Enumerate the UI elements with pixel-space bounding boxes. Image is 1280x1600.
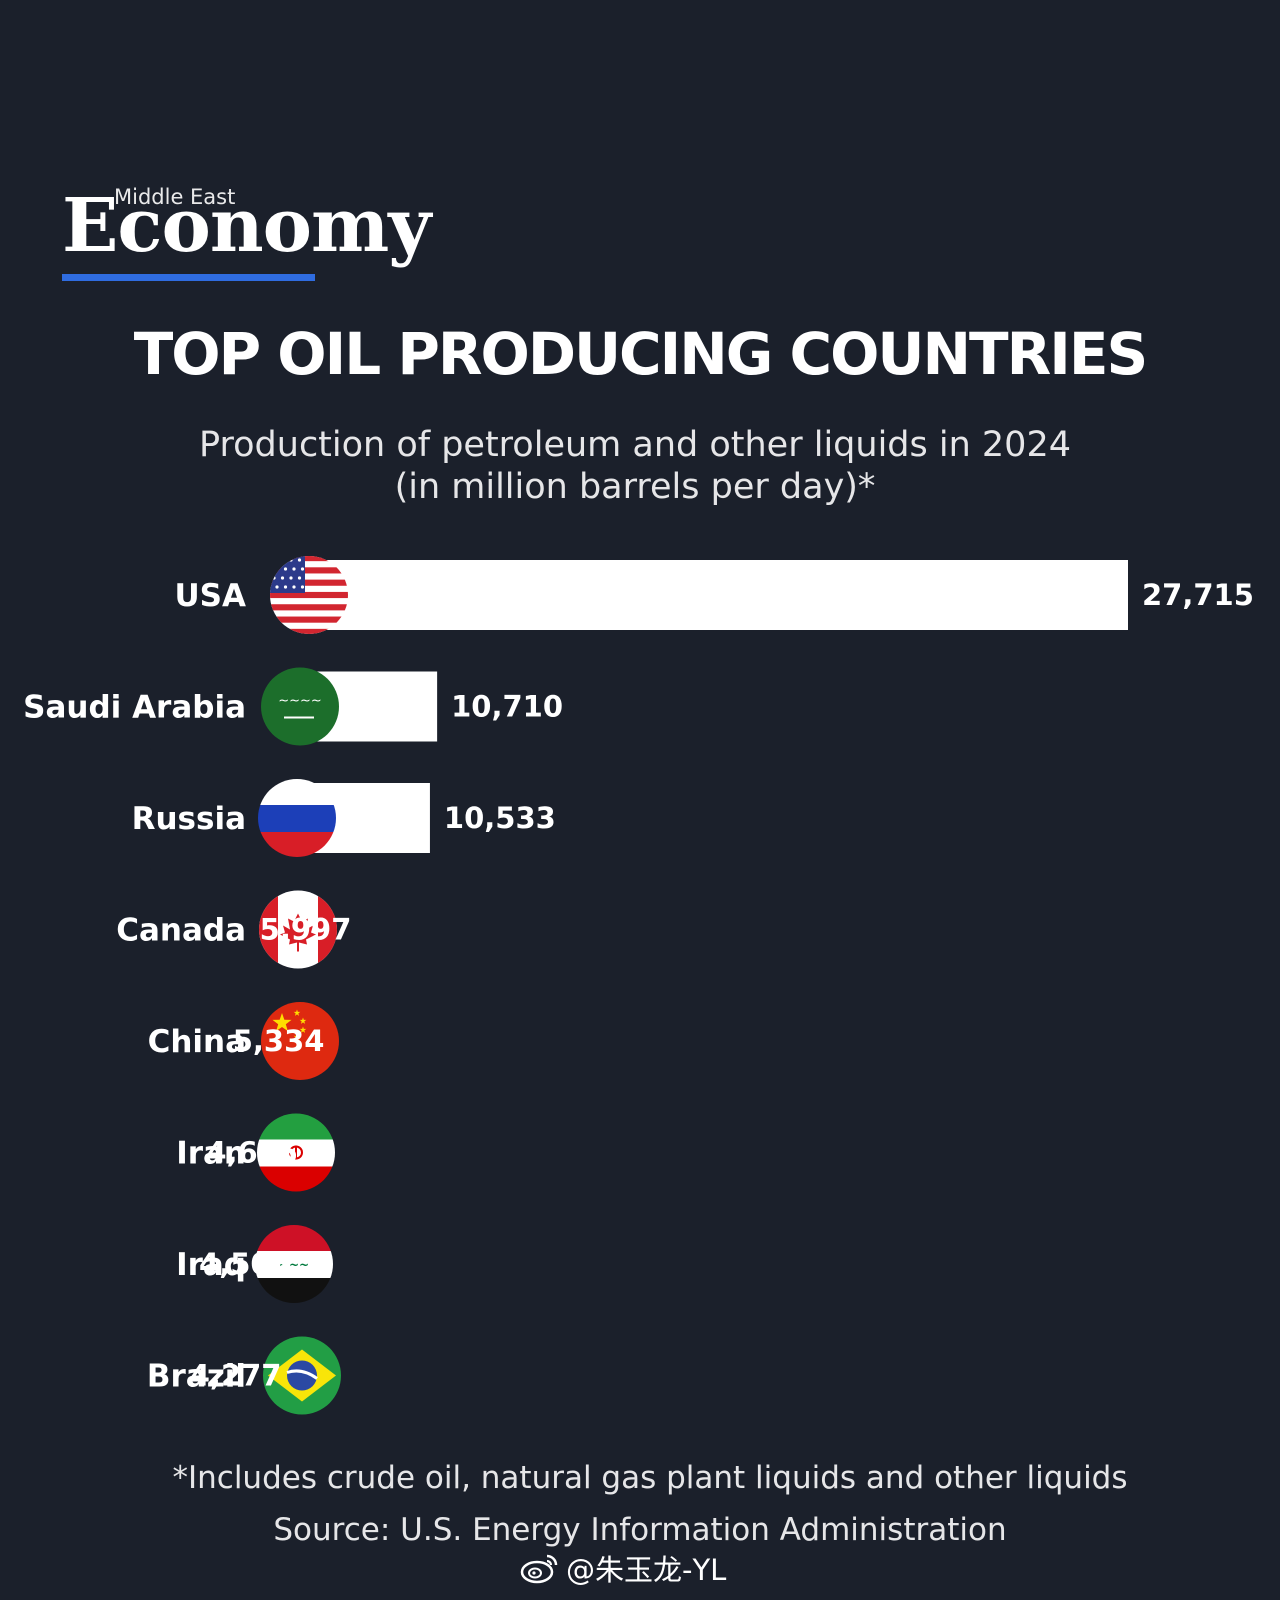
brand-underline [62, 274, 315, 281]
chart-subtitle: Production of petroleum and other liquid… [0, 424, 1270, 508]
bar [309, 560, 1128, 630]
value-label: 10,710 [451, 690, 563, 724]
country-label: Iraq [176, 1247, 246, 1283]
source-note: Source: U.S. Energy Information Administ… [273, 1512, 1007, 1548]
watermark: @朱玉龙-YL [520, 1548, 726, 1588]
value-label: 4,277 [190, 1359, 282, 1393]
value-label: 5,334 [233, 1024, 325, 1058]
value-label: 4,505 [199, 1247, 291, 1281]
value-label: 4,685 [206, 1136, 298, 1170]
footnote: *Includes crude oil, natural gas plant l… [172, 1460, 1128, 1496]
weibo-icon [520, 1554, 558, 1584]
subtitle-line-2: (in million barrels per day)* [394, 467, 876, 507]
svg-text:~~~: ~~~ [279, 1258, 309, 1272]
country-label: China [148, 1024, 246, 1060]
brazil-flag-icon [263, 1336, 341, 1415]
country-label: USA [175, 578, 247, 614]
subtitle-line-1: Production of petroleum and other liquid… [199, 425, 1071, 465]
brand-name: Economy [62, 183, 431, 269]
china-flag-icon [261, 1002, 339, 1080]
watermark-text: @朱玉龙-YL [566, 1553, 727, 1587]
saudi-arabia-flag-icon: ~~~~ [261, 667, 339, 746]
value-label: 5,997 [260, 913, 352, 947]
svg-text:~~~~: ~~~~ [278, 694, 322, 709]
country-label: Brazil [147, 1359, 246, 1395]
value-label: 10,533 [444, 801, 556, 835]
country-label: Russia [132, 801, 246, 837]
country-label: Canada [116, 913, 246, 949]
value-label: 27,715 [1142, 578, 1254, 612]
brand-logo: Economy Middle East [62, 182, 442, 282]
country-label: Saudi Arabia [23, 690, 246, 726]
country-label: Iran [176, 1136, 246, 1172]
brand-region: Middle East [114, 185, 236, 209]
chart-title: TOP OIL PRODUCING COUNTRIES [133, 320, 1149, 388]
